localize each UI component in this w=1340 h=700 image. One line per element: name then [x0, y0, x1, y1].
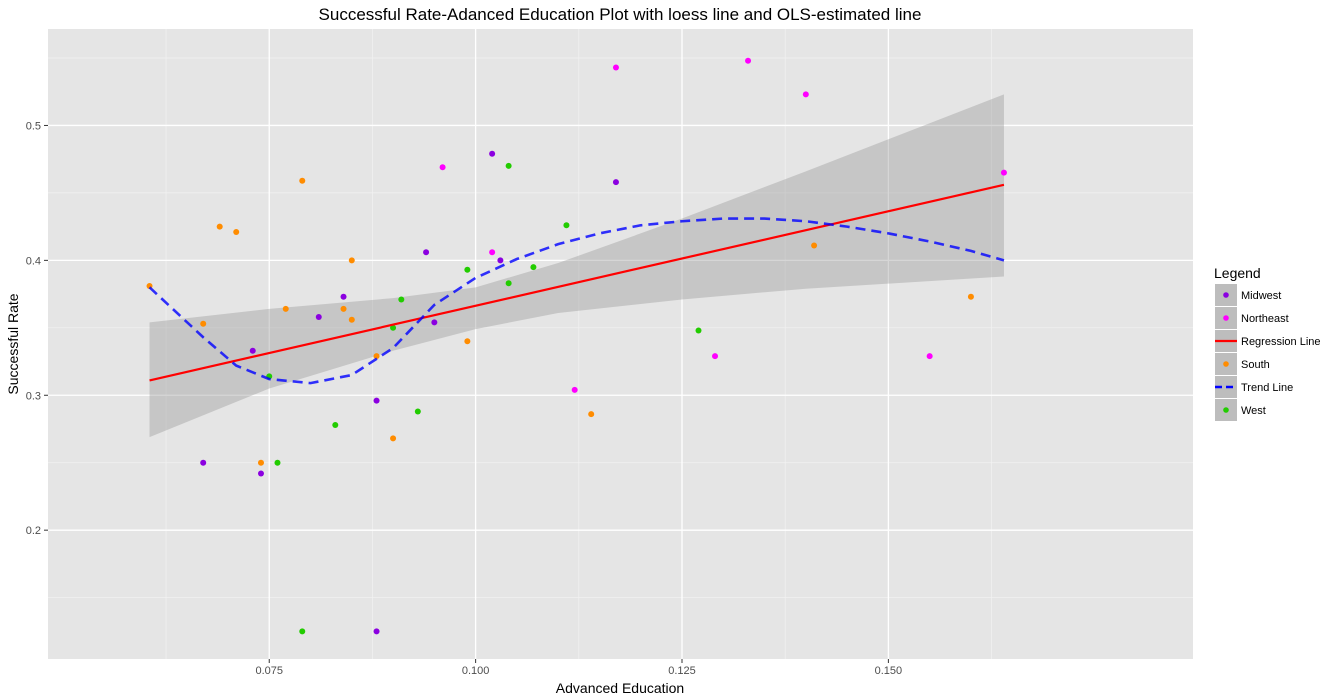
confidence-band [149, 94, 1004, 438]
point-northeast [571, 386, 578, 393]
point-south [299, 177, 306, 184]
point-west [505, 162, 512, 169]
lines-layer [148, 183, 1005, 385]
point-west [274, 459, 281, 466]
legend-label-northeast: Northeast [1241, 313, 1289, 325]
point-midwest [423, 249, 430, 256]
point-northeast [802, 91, 809, 98]
point-west [464, 266, 471, 273]
point-northeast [745, 57, 752, 64]
point-south [340, 305, 347, 312]
point-midwest [497, 257, 504, 264]
chart-title: Successful Rate-Adanced Education Plot w… [319, 5, 922, 24]
point-midwest [612, 179, 619, 186]
point-west [563, 222, 570, 229]
legend-swatch-south [1223, 361, 1229, 367]
grid [48, 29, 1193, 659]
point-northeast [439, 164, 446, 171]
point-west [695, 327, 702, 334]
x-axis: 0.075 0.100 0.125 0.150 [255, 659, 902, 677]
x-tick-label: 0.075 [255, 665, 283, 677]
point-northeast [926, 353, 933, 360]
point-south [348, 316, 355, 323]
legend-swatch-northeast [1223, 315, 1229, 321]
point-midwest [489, 150, 496, 157]
confidence-band-layer [149, 94, 1004, 438]
legend-label-west: West [1241, 405, 1266, 417]
legend-label-trend-line: Trend Line [1241, 382, 1293, 394]
x-tick-label: 0.150 [875, 665, 903, 677]
point-midwest [340, 293, 347, 300]
point-south [216, 223, 223, 230]
trend-line [148, 217, 1005, 385]
legend-swatch-midwest [1223, 292, 1229, 298]
points-layer [146, 57, 1007, 635]
point-south [233, 229, 240, 236]
legend: Legend Midwest Northeast Regression Line So… [1214, 265, 1321, 421]
point-west [398, 296, 405, 303]
point-midwest [373, 628, 380, 635]
x-tick-label: 0.125 [668, 665, 696, 677]
legend-swatch-west [1223, 407, 1229, 413]
legend-title: Legend [1214, 265, 1261, 281]
legend-label-regression-line: Regression Line [1241, 336, 1321, 348]
point-west [414, 408, 421, 415]
point-west [390, 324, 397, 331]
point-midwest [373, 397, 380, 404]
point-south [464, 338, 471, 345]
point-west [530, 264, 537, 271]
point-west [505, 280, 512, 287]
y-tick-label: 0.3 [26, 390, 41, 402]
legend-label-midwest: Midwest [1241, 290, 1281, 302]
y-tick-label: 0.5 [26, 120, 41, 132]
point-midwest [315, 314, 322, 321]
y-axis: 0.2 0.3 0.4 0.5 [26, 120, 48, 537]
x-tick-label: 0.100 [462, 665, 490, 677]
y-axis-title: Successful Rate [5, 293, 21, 394]
point-south [811, 242, 818, 249]
point-south [588, 411, 595, 418]
point-south [390, 435, 397, 442]
legend-label-south: South [1241, 359, 1270, 371]
point-west [299, 628, 306, 635]
point-south [348, 257, 355, 264]
point-northeast [712, 353, 719, 360]
legend-items: Midwest Northeast Regression Line South Tren… [1215, 284, 1321, 421]
point-south [967, 293, 974, 300]
point-midwest [200, 459, 207, 466]
point-south [257, 459, 264, 466]
point-south [373, 353, 380, 360]
point-midwest [249, 347, 256, 354]
point-northeast [489, 249, 496, 256]
point-northeast [1000, 169, 1007, 176]
point-northeast [612, 64, 619, 71]
point-west [332, 421, 339, 428]
point-midwest [431, 319, 438, 326]
point-south [282, 305, 289, 312]
y-tick-label: 0.2 [26, 525, 41, 537]
plot-panel [48, 29, 1193, 659]
y-tick-label: 0.4 [26, 255, 41, 267]
regression-line [149, 183, 1005, 382]
point-midwest [257, 470, 264, 477]
x-axis-title: Advanced Education [556, 680, 684, 696]
point-south [200, 320, 207, 327]
